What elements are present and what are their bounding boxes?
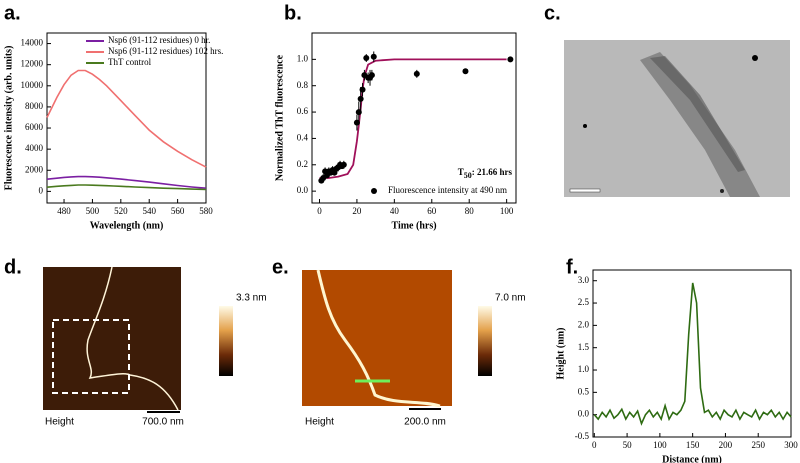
y-tick-label: 0.5 xyxy=(578,386,590,396)
x-tick-label: 520 xyxy=(114,206,128,216)
legend-marker xyxy=(371,188,377,194)
x-tick-label: 300 xyxy=(784,440,798,450)
x-axis-label: Distance (nm) xyxy=(662,454,722,463)
image-caption: Height xyxy=(45,417,74,428)
scale-bar-label: 700.0 nm xyxy=(142,417,184,428)
data-line xyxy=(46,69,207,168)
tem-image xyxy=(564,40,790,197)
x-tick-label: 500 xyxy=(86,206,100,216)
x-tick-label: 540 xyxy=(142,206,156,216)
y-tick-label: 0.4 xyxy=(297,132,309,142)
data-line xyxy=(46,184,207,191)
y-tick-label: 2.5 xyxy=(578,297,590,307)
plot-frame xyxy=(592,269,792,438)
colorbar-label: 7.0 nm xyxy=(495,293,526,304)
annotation-subscript: 50 xyxy=(464,171,472,180)
y-tick-label: 1.0 xyxy=(578,364,590,374)
y-tick-label: 0.8 xyxy=(297,80,309,90)
annotation-text: T xyxy=(458,167,464,177)
y-tick-label: 14000 xyxy=(21,38,44,48)
data-line xyxy=(593,282,792,426)
y-tick-label: 1.5 xyxy=(578,342,590,352)
data-point xyxy=(340,161,347,168)
y-tick-label: 2000 xyxy=(25,164,44,174)
afm-image-e xyxy=(302,269,492,410)
data-point xyxy=(370,53,377,60)
y-axis-label: Normalized ThT fluorescence xyxy=(274,54,285,181)
x-tick-label: 100 xyxy=(653,440,667,450)
colorbar-label: 3.3 nm xyxy=(236,293,267,304)
x-tick-label: 0 xyxy=(592,440,597,450)
x-tick-label: 200 xyxy=(719,440,733,450)
data-point xyxy=(462,68,469,75)
legend-label: Nsp6 (91-112 residues) 0 hr. xyxy=(108,35,210,45)
data-point xyxy=(368,72,375,79)
x-tick-label: 150 xyxy=(686,440,700,450)
y-tick-label: 10000 xyxy=(21,80,44,90)
legend-label: Nsp6 (91-112 residues) 102 hrs. xyxy=(108,46,223,56)
x-tick-label: 80 xyxy=(465,206,475,216)
y-tick-label: 0 xyxy=(39,185,44,195)
x-tick-label: 250 xyxy=(751,440,765,450)
y-tick-label: -0.5 xyxy=(575,431,590,441)
y-tick-label: 4000 xyxy=(25,143,44,153)
panel-label: c. xyxy=(544,2,561,24)
data-point xyxy=(413,70,420,77)
y-tick-label: 12000 xyxy=(21,59,44,69)
y-tick-label: 3.0 xyxy=(578,275,590,285)
y-axis-label: Fluorescence intensity (arb. units) xyxy=(3,46,14,191)
afm-image-d xyxy=(43,266,233,413)
panel-label: e. xyxy=(272,256,289,278)
x-tick-label: 0 xyxy=(317,206,322,216)
data-point xyxy=(359,86,366,93)
x-tick-label: 100 xyxy=(500,206,514,216)
x-tick-label: 60 xyxy=(427,206,437,216)
x-axis-label: Wavelength (nm) xyxy=(90,220,164,231)
y-tick-label: 2.0 xyxy=(578,319,590,329)
data-line xyxy=(46,175,207,189)
image-caption: Height xyxy=(305,417,334,428)
legend-label: ThT control xyxy=(108,57,152,67)
y-tick-label: 8000 xyxy=(25,101,44,111)
scale-bar-label: 200.0 nm xyxy=(404,417,446,428)
x-tick-label: 480 xyxy=(57,206,71,216)
annotation: T50: 21.66 hrs xyxy=(458,167,513,180)
x-tick-label: 580 xyxy=(199,206,213,216)
x-axis-label: Time (hrs) xyxy=(391,220,436,231)
y-tick-label: 1.0 xyxy=(297,53,309,63)
data-point xyxy=(363,55,370,62)
panel-label: d. xyxy=(4,256,22,278)
data-point xyxy=(507,56,514,63)
y-axis-label: Height (nm) xyxy=(555,328,566,380)
y-tick-label: 0.0 xyxy=(297,185,309,195)
x-tick-label: 20 xyxy=(352,206,362,216)
plot-frame xyxy=(311,32,517,204)
y-tick-label: 6000 xyxy=(25,122,44,132)
panel-label: b. xyxy=(284,2,302,24)
panel-label: a. xyxy=(4,2,21,24)
y-tick-label: 0.2 xyxy=(297,159,308,169)
x-tick-label: 50 xyxy=(623,440,633,450)
legend-label: Fluorescence intensity at 490 nm xyxy=(388,185,507,195)
fit-line xyxy=(319,58,507,179)
panel-label: f. xyxy=(566,256,578,278)
annotation-text: : 21.66 hrs xyxy=(472,167,513,177)
y-tick-label: 0.0 xyxy=(578,409,590,419)
data-point xyxy=(357,95,364,102)
x-tick-label: 560 xyxy=(171,206,185,216)
x-tick-label: 40 xyxy=(390,206,400,216)
y-tick-label: 0.6 xyxy=(297,106,309,116)
plot-frame xyxy=(46,32,207,204)
